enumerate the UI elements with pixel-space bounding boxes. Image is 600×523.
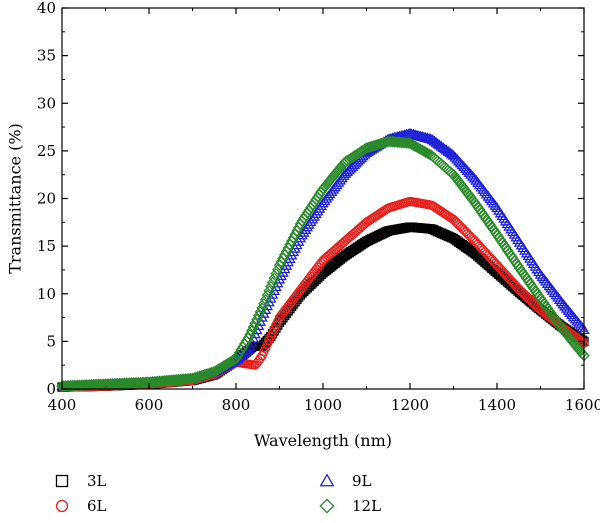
x-tick-label-1600: 1600 xyxy=(565,396,600,414)
legend-label-9L: 9L xyxy=(352,472,372,490)
legend-marker-6L xyxy=(55,499,69,513)
y-tick-label-25: 25 xyxy=(37,142,56,160)
series-12L-marker xyxy=(251,313,263,326)
y-tick-label-20: 20 xyxy=(37,190,56,208)
series-12L-marker xyxy=(439,161,451,173)
y-tick-label-10: 10 xyxy=(37,285,56,303)
series-12L-marker xyxy=(252,309,265,322)
series-12L-marker xyxy=(249,317,261,329)
plot-data xyxy=(56,127,590,392)
series-12L-marker xyxy=(315,185,327,198)
series-12L-marker xyxy=(440,162,453,175)
y-axis-title: Transmittance (%) xyxy=(6,123,25,274)
series-12L-marker xyxy=(432,155,444,167)
legend-marker-3L xyxy=(55,474,69,488)
series-12L-marker xyxy=(442,164,454,176)
legend-label-3L: 3L xyxy=(87,472,107,490)
x-tick-label-1200: 1200 xyxy=(391,396,429,414)
series-12L-marker xyxy=(242,332,254,344)
legend-marker-12L xyxy=(319,498,335,514)
x-tick-label-800: 800 xyxy=(222,396,251,414)
x-axis-title: Wavelength (nm) xyxy=(254,431,392,450)
x-tick-label-400: 400 xyxy=(48,396,77,414)
series-12L-marker xyxy=(244,328,256,341)
legend: 3L 6L 9L 12L xyxy=(55,472,381,515)
y-tick-label-40: 40 xyxy=(37,0,56,17)
y-tick-label-30: 30 xyxy=(37,94,56,112)
series-9L-marker xyxy=(238,346,251,357)
axes: 400 600 800 1000 1200 1400 1600 0 5 10 15 20 25 30 35 4… xyxy=(37,0,600,414)
x-tick-label-1000: 1000 xyxy=(304,396,342,414)
series-12L-marker xyxy=(437,159,449,172)
series-12L-marker xyxy=(247,321,260,333)
legend-label-6L: 6L xyxy=(87,497,107,515)
series-12L xyxy=(56,135,590,392)
legend-label-12L: 12L xyxy=(352,497,381,515)
series-6L xyxy=(57,196,589,392)
series-12L-marker xyxy=(444,165,456,178)
x-tick-label-600: 600 xyxy=(135,396,164,414)
y-tick-label-5: 5 xyxy=(46,332,56,350)
x-tick-label-1400: 1400 xyxy=(478,396,516,414)
y-tick-label-15: 15 xyxy=(37,237,56,255)
legend-marker-9L xyxy=(319,473,335,487)
series-12L-marker xyxy=(402,137,414,149)
series-12L-marker xyxy=(435,158,448,170)
series-12L-marker xyxy=(433,156,446,169)
y-tick-label-0: 0 xyxy=(46,380,56,398)
series-12L-marker xyxy=(254,306,267,318)
y-tick-label-35: 35 xyxy=(37,47,56,65)
series-12L-marker xyxy=(207,366,220,378)
series-12L-marker xyxy=(245,325,258,337)
